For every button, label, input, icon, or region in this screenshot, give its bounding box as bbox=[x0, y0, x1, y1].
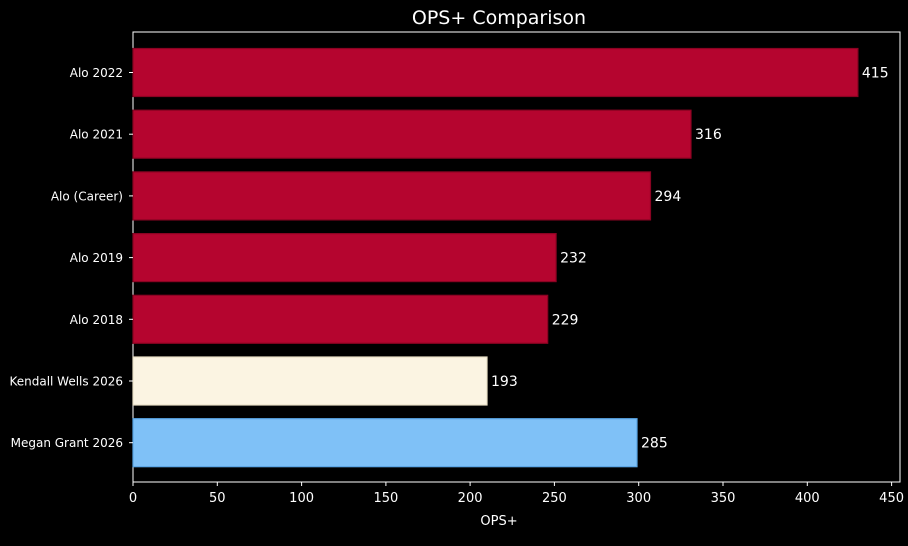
x-tick-label: 350 bbox=[711, 491, 736, 506]
y-tick-label: Alo 2021 bbox=[70, 128, 123, 142]
bar bbox=[132, 47, 859, 98]
bar-value-label: 232 bbox=[560, 251, 587, 267]
bar bbox=[132, 418, 638, 468]
x-tick-label: 0 bbox=[129, 491, 137, 506]
y-tick-label: Alo (Career) bbox=[51, 189, 123, 203]
bar-value-label: 294 bbox=[655, 189, 682, 205]
bar-value-label: 229 bbox=[552, 312, 579, 328]
bar bbox=[132, 171, 652, 221]
bars-layer: 415 316 294 232 229 193 285 bbox=[132, 47, 889, 468]
bar bbox=[132, 356, 488, 406]
x-axis-label: OPS+ bbox=[480, 514, 517, 529]
y-axis-ticks: Alo 2022 Alo 2021 Alo (Career) Alo 2019 Alo … bbox=[9, 66, 133, 450]
x-tick-label: 300 bbox=[626, 491, 651, 506]
bar-value-label: 415 bbox=[862, 66, 889, 82]
x-tick-label: 200 bbox=[458, 491, 483, 506]
x-tick-label: 400 bbox=[795, 491, 820, 506]
y-tick-label: Alo 2018 bbox=[70, 313, 123, 327]
chart-title: OPS+ Comparison bbox=[412, 7, 586, 29]
x-tick-label: 450 bbox=[879, 491, 904, 506]
x-tick-label: 250 bbox=[542, 491, 567, 506]
bar-value-label: 285 bbox=[641, 436, 668, 452]
y-tick-label: Alo 2019 bbox=[70, 251, 123, 265]
x-axis-ticks: 0 50 100 150 200 250 300 350 400 450 bbox=[129, 482, 904, 506]
bar-value-label: 193 bbox=[491, 374, 518, 390]
x-tick-label: 50 bbox=[209, 491, 226, 506]
bar bbox=[132, 294, 549, 344]
bar bbox=[132, 233, 557, 283]
x-tick-label: 150 bbox=[373, 491, 398, 506]
y-tick-label: Megan Grant 2026 bbox=[11, 436, 123, 450]
bar bbox=[132, 109, 692, 159]
y-tick-label: Alo 2022 bbox=[70, 66, 123, 80]
y-tick-label: Kendall Wells 2026 bbox=[9, 375, 123, 389]
x-tick-label: 100 bbox=[289, 491, 314, 506]
bar-value-label: 316 bbox=[695, 127, 722, 143]
